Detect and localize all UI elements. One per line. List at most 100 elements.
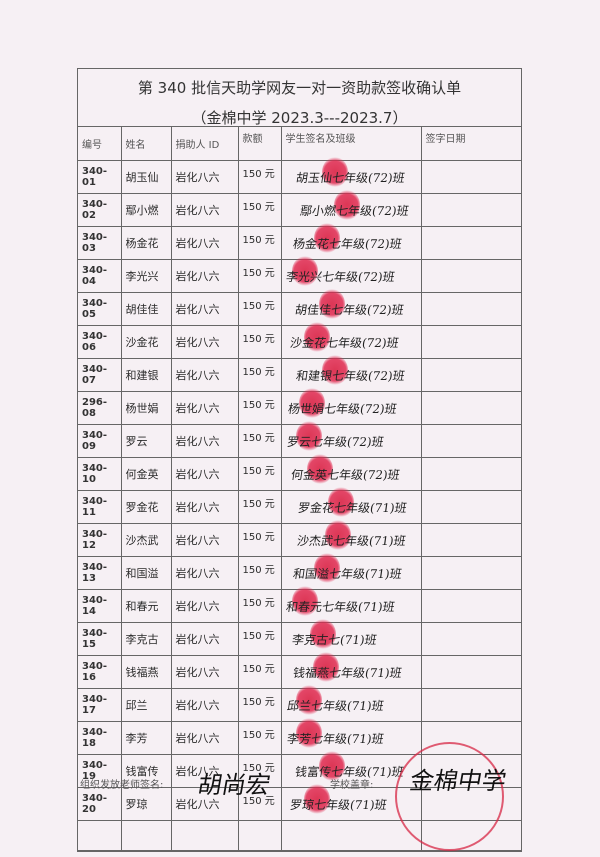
cell-date: [420, 193, 521, 227]
form-title: 第 340 批信天助学网友一对一资助款签收确认单: [137, 79, 462, 97]
fingerprint-mark: [314, 553, 340, 583]
student-signature: 李光兴七年级(72)班: [284, 270, 396, 284]
cell-amount: 150 元: [237, 259, 282, 293]
cell-name: 钱富传: [120, 754, 172, 788]
cell-signature: 李克古七(71)班: [280, 619, 422, 656]
table-row: 340-02 鄢小燃 岩化八六 150 元 鄢小燃七年级(72)班: [78, 190, 521, 227]
cell-code: 340-10: [78, 457, 122, 491]
cell-date: [420, 160, 521, 194]
cell-name: 杨金花: [120, 226, 172, 260]
student-signature: 罗琼七年级(71)班: [288, 798, 388, 812]
cell-date: [420, 259, 521, 293]
student-signature: 胡玉仙七年级(72)班: [294, 171, 406, 185]
cell-name: 罗金花: [120, 490, 172, 524]
fingerprint-mark: [306, 454, 333, 484]
cell-name: 李克古: [120, 622, 172, 656]
cell-date: [420, 391, 521, 425]
student-signature: 钱福燕七年级(71)班: [291, 666, 403, 680]
cell-amount: 150 元: [237, 358, 282, 392]
student-signature: 罗金花七年级(71)班: [296, 501, 408, 515]
recipients-table: 编号 姓名 捐助人 ID 款额 学生签名及班级 签字日期 340-01 胡玉仙岩化…: [78, 127, 521, 851]
cell-donor-id: 岩化八六: [170, 490, 239, 524]
table-row: 340-17 邱兰 岩化八六 150 元邱兰七年级(71)班: [78, 685, 521, 722]
cell-amount: 150 元: [237, 556, 282, 590]
table-row: 340-15 李克古 岩化八六 150 元李克古七(71)班: [78, 619, 521, 656]
cell-code: 340-04: [78, 259, 122, 293]
cell-code: 340-07: [78, 358, 122, 392]
table-row: 340-01 胡玉仙 岩化八六 150 元胡玉仙七年级(72)班: [78, 157, 521, 194]
cell-donor-id: 岩化八六: [170, 721, 239, 755]
cell-code: 340-19: [78, 754, 122, 788]
cell-donor-id: 岩化八六: [170, 292, 239, 326]
fingerprint-mark: [321, 355, 348, 385]
cell-code: 340-05: [78, 292, 122, 326]
cell-date: [420, 523, 521, 557]
cell-amount: 150 元: [237, 589, 282, 623]
table-row: 340-13 和国溢 岩化八六 150 元和国溢七年级(71)班: [78, 553, 521, 590]
fingerprint-mark: [314, 223, 340, 253]
cell-amount: 150 元: [237, 226, 282, 260]
cell-donor-id: 岩化八六: [170, 259, 239, 293]
cell-date: [420, 457, 521, 491]
table-header-row: 编号 姓名 捐助人 ID 款额 学生签名及班级 签字日期: [78, 127, 521, 161]
cell-amount: 150 元: [237, 523, 282, 557]
cell-name: 何金英: [120, 457, 172, 491]
cell-code: 340-01: [78, 160, 122, 194]
fingerprint-mark: [299, 388, 325, 418]
cell-code: 340-13: [78, 556, 122, 590]
fingerprint-mark: [309, 619, 336, 649]
cell-signature: 和春元七年级(71)班: [280, 586, 422, 623]
cell-name: 和国溢: [120, 556, 172, 590]
cell-code: 340-11: [78, 490, 122, 524]
cell-amount: 150 元: [237, 160, 282, 194]
form-subtitle: （金棉中学 2023.3---2023.7）: [191, 109, 408, 127]
cell-date: [420, 226, 521, 260]
cell-code: 340-03: [78, 226, 122, 260]
cell-name: 罗云: [120, 424, 172, 458]
cell-amount: 150 元: [237, 292, 282, 326]
cell-signature: 鄢小燃七年级(72)班: [280, 190, 422, 227]
cell-signature: 杨世娟七年级(72)班: [280, 388, 422, 425]
fingerprint-mark: [321, 157, 348, 187]
cell-code: 340-20: [78, 787, 122, 821]
cell-name: 钱福燕: [120, 655, 172, 689]
cell-code: 340-17: [78, 688, 122, 722]
cell-name: 鄢小燃: [120, 193, 172, 227]
table-row: 340-11 罗金花 岩化八六 150 元罗金花七年级(71)班: [78, 487, 521, 524]
fingerprint-mark: [296, 685, 322, 715]
cell-date: [420, 556, 521, 590]
form-title-block: 第 340 批信天助学网友一对一资助款签收确认单 （金棉中学 2023.3---…: [78, 69, 521, 127]
table-row: 340-19 钱富传 岩化八六 150 元钱富传七年级(71)班: [78, 751, 521, 788]
cell-date: [420, 358, 521, 392]
cell-name: 和建银: [120, 358, 172, 392]
cell-donor-id: 岩化八六: [170, 358, 239, 392]
confirmation-form: 第 340 批信天助学网友一对一资助款签收确认单 （金棉中学 2023.3---…: [77, 68, 522, 852]
school-stamp-signature: 金棉中学: [407, 767, 509, 795]
cell-signature: 邱兰七年级(71)班: [280, 685, 422, 722]
school-stamp-label: 学校盖章:: [330, 780, 374, 791]
header-amount: 款额: [237, 127, 282, 161]
fingerprint-mark: [303, 322, 330, 352]
cell-name: 杨世娟: [120, 391, 172, 425]
cell-donor-id: 岩化八六: [170, 556, 239, 590]
cell-date: [420, 490, 521, 524]
cell-code: 340-02: [78, 193, 122, 227]
school-seal: [395, 742, 504, 851]
cell-signature: 罗金花七年级(71)班: [280, 487, 422, 524]
cell-donor-id: 岩化八六: [170, 589, 239, 623]
student-signature: 沙杰武七年级(71)班: [295, 534, 407, 548]
table-row: 340-12 沙杰武 岩化八六 150 元沙杰武七年级(71)班: [78, 520, 521, 557]
cell-amount: 150 元: [237, 688, 282, 722]
cell-signature: 沙金花七年级(72)班: [280, 322, 422, 359]
student-signature: 李克古七(71)班: [290, 633, 378, 647]
student-signature: 罗云七年级(72)班: [286, 435, 385, 449]
cell-name: 胡玉仙: [120, 160, 172, 194]
table-row: 340-05 胡佳佳 岩化八六 150 元胡佳佳七年级(72)班: [78, 289, 521, 326]
cell-amount: 150 元: [237, 457, 282, 491]
cell-signature: 李芳七年级(71)班: [280, 718, 422, 755]
fingerprint-mark: [318, 289, 345, 319]
table-row: 340-18 李芳 岩化八六 150 元李芳七年级(71)班: [78, 718, 521, 755]
student-signature: 杨金花七年级(72)班: [292, 237, 403, 251]
cell-donor-id: 岩化八六: [170, 688, 239, 722]
teacher-signature: 胡尚宏: [195, 771, 273, 799]
